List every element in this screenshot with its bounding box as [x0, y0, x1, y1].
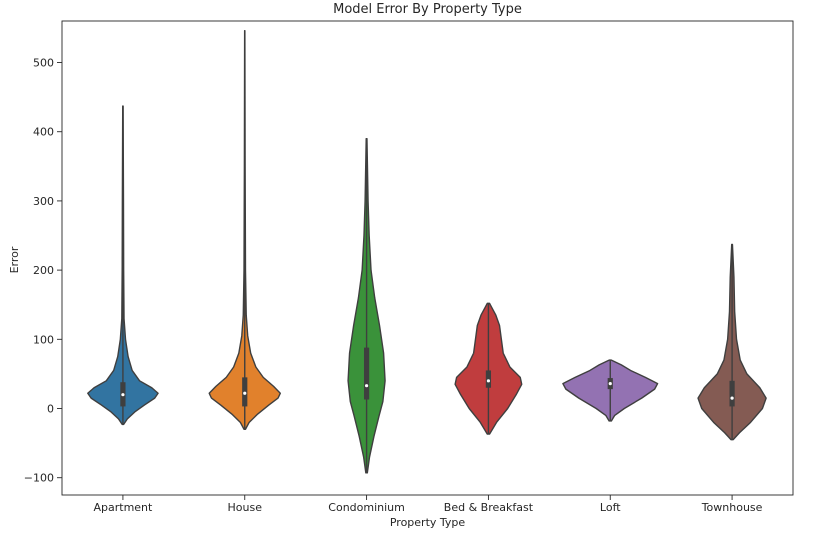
plot-frame: [61, 20, 794, 496]
x-tick-label: Bed & Breakfast: [444, 501, 534, 514]
x-axis-label: Property Type: [390, 516, 466, 529]
y-tick-label: 0: [47, 403, 54, 416]
x-tick-label: Apartment: [93, 501, 153, 514]
chart-title: Model Error By Property Type: [333, 2, 522, 17]
violins-layer: [87, 29, 767, 474]
x-tick-label: Townhouse: [701, 501, 763, 514]
y-axis: −100 0 100 200 300 400 500: [24, 57, 62, 485]
violin-loft: [562, 359, 659, 422]
y-tick-label: 300: [33, 195, 54, 208]
x-tick-label: Loft: [600, 501, 621, 514]
violin-house: [208, 29, 281, 430]
y-tick-label: 500: [33, 57, 54, 70]
violin-apartment: [87, 105, 159, 426]
violin-median-dot: [243, 391, 247, 395]
violin-iqr-box: [729, 380, 735, 407]
violin-median-dot: [608, 381, 612, 386]
violin-median-dot: [121, 393, 125, 397]
violin-condominium: [347, 137, 386, 474]
y-tick-label: −100: [24, 472, 54, 485]
x-axis: Apartment House Condominium Bed & Breakfast…: [93, 495, 763, 514]
y-tick-label: 400: [33, 126, 54, 139]
violin-townhouse: [697, 243, 767, 441]
y-tick-label: 200: [33, 264, 54, 277]
violin-bed-breakfast: [454, 302, 523, 435]
x-tick-label: Condominium: [328, 501, 405, 514]
violin-iqr-box: [485, 370, 492, 388]
x-tick-label: House: [228, 501, 263, 514]
y-axis-label: Error: [8, 246, 21, 273]
violin-median-dot: [486, 379, 491, 383]
violin-median-dot: [730, 396, 734, 400]
y-tick-label: 100: [33, 333, 54, 346]
violin-median-dot: [364, 384, 369, 388]
violin-iqr-box: [363, 347, 370, 400]
